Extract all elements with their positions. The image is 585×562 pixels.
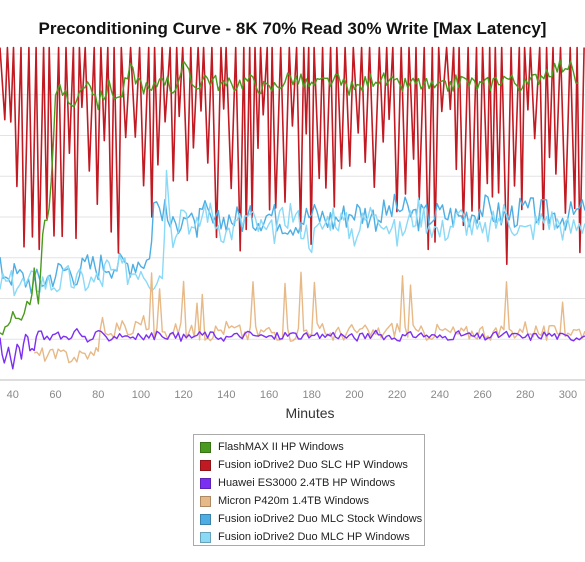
series-line-fusion-iodrive2-duo-mlc-stock-windows xyxy=(0,193,585,295)
legend-swatch xyxy=(200,441,211,453)
legend-swatch xyxy=(200,459,211,471)
legend-item: Huawei ES3000 2.4TB HP Windows xyxy=(200,474,424,492)
x-tick-label: 60 xyxy=(49,389,61,401)
legend-label: Fusion ioDrive2 Duo MLC HP Windows xyxy=(218,531,410,543)
x-tick-label: 220 xyxy=(388,389,406,401)
series-line-micron-p420m-1-4tb-windows xyxy=(33,271,585,364)
legend: FlashMAX II HP Windows Fusion ioDrive2 Du… xyxy=(193,434,425,546)
series-line-huawei-es3000-2-4tb-hp-windows xyxy=(0,328,585,370)
legend-swatch xyxy=(200,513,211,525)
x-tick-label: 140 xyxy=(217,389,235,401)
legend-swatch xyxy=(200,531,211,543)
x-tick-label: 180 xyxy=(303,389,321,401)
x-tick-label: 280 xyxy=(516,389,534,401)
legend-item: FlashMAX II HP Windows xyxy=(200,438,424,456)
legend-label: Micron P420m 1.4TB Windows xyxy=(218,495,369,507)
x-axis-title: Minutes xyxy=(285,405,335,421)
chart-title: Preconditioning Curve - 8K 70% Read 30% … xyxy=(38,19,547,38)
x-tick-label: 200 xyxy=(345,389,363,401)
series-lines xyxy=(0,46,585,370)
x-tick-label: 100 xyxy=(132,389,150,401)
x-tick-label: 80 xyxy=(92,389,104,401)
x-tick-label: 120 xyxy=(174,389,192,401)
series-line-flashmax-ii-hp-windows xyxy=(0,59,579,336)
series-line-fusion-iodrive2-duo-slc-hp-windows xyxy=(0,46,585,265)
x-tick-label: 300 xyxy=(559,389,577,401)
legend-item: Micron P420m 1.4TB Windows xyxy=(200,492,424,510)
legend-label: Fusion ioDrive2 Duo SLC HP Windows xyxy=(218,459,408,471)
x-tick-label: 260 xyxy=(473,389,491,401)
x-tick-label: 240 xyxy=(431,389,449,401)
x-tick-label: 160 xyxy=(260,389,278,401)
legend-label: Huawei ES3000 2.4TB HP Windows xyxy=(218,477,396,489)
series-line-fusion-iodrive2-duo-mlc-hp-windows xyxy=(0,169,585,297)
legend-label: FlashMAX II HP Windows xyxy=(218,441,344,453)
legend-label: Fusion ioDrive2 Duo MLC Stock Windows xyxy=(218,513,423,525)
legend-swatch xyxy=(200,477,211,489)
legend-item: Fusion ioDrive2 Duo SLC HP Windows xyxy=(200,456,424,474)
legend-item: Fusion ioDrive2 Duo MLC HP Windows xyxy=(200,528,424,546)
legend-swatch xyxy=(200,495,211,507)
x-tick-label: 40 xyxy=(7,389,19,401)
x-tick-labels: 40 60 80 100 120 140 160 180 200 220 240 260 280 300 xyxy=(7,389,577,401)
legend-item: Fusion ioDrive2 Duo MLC Stock Windows xyxy=(200,510,424,528)
